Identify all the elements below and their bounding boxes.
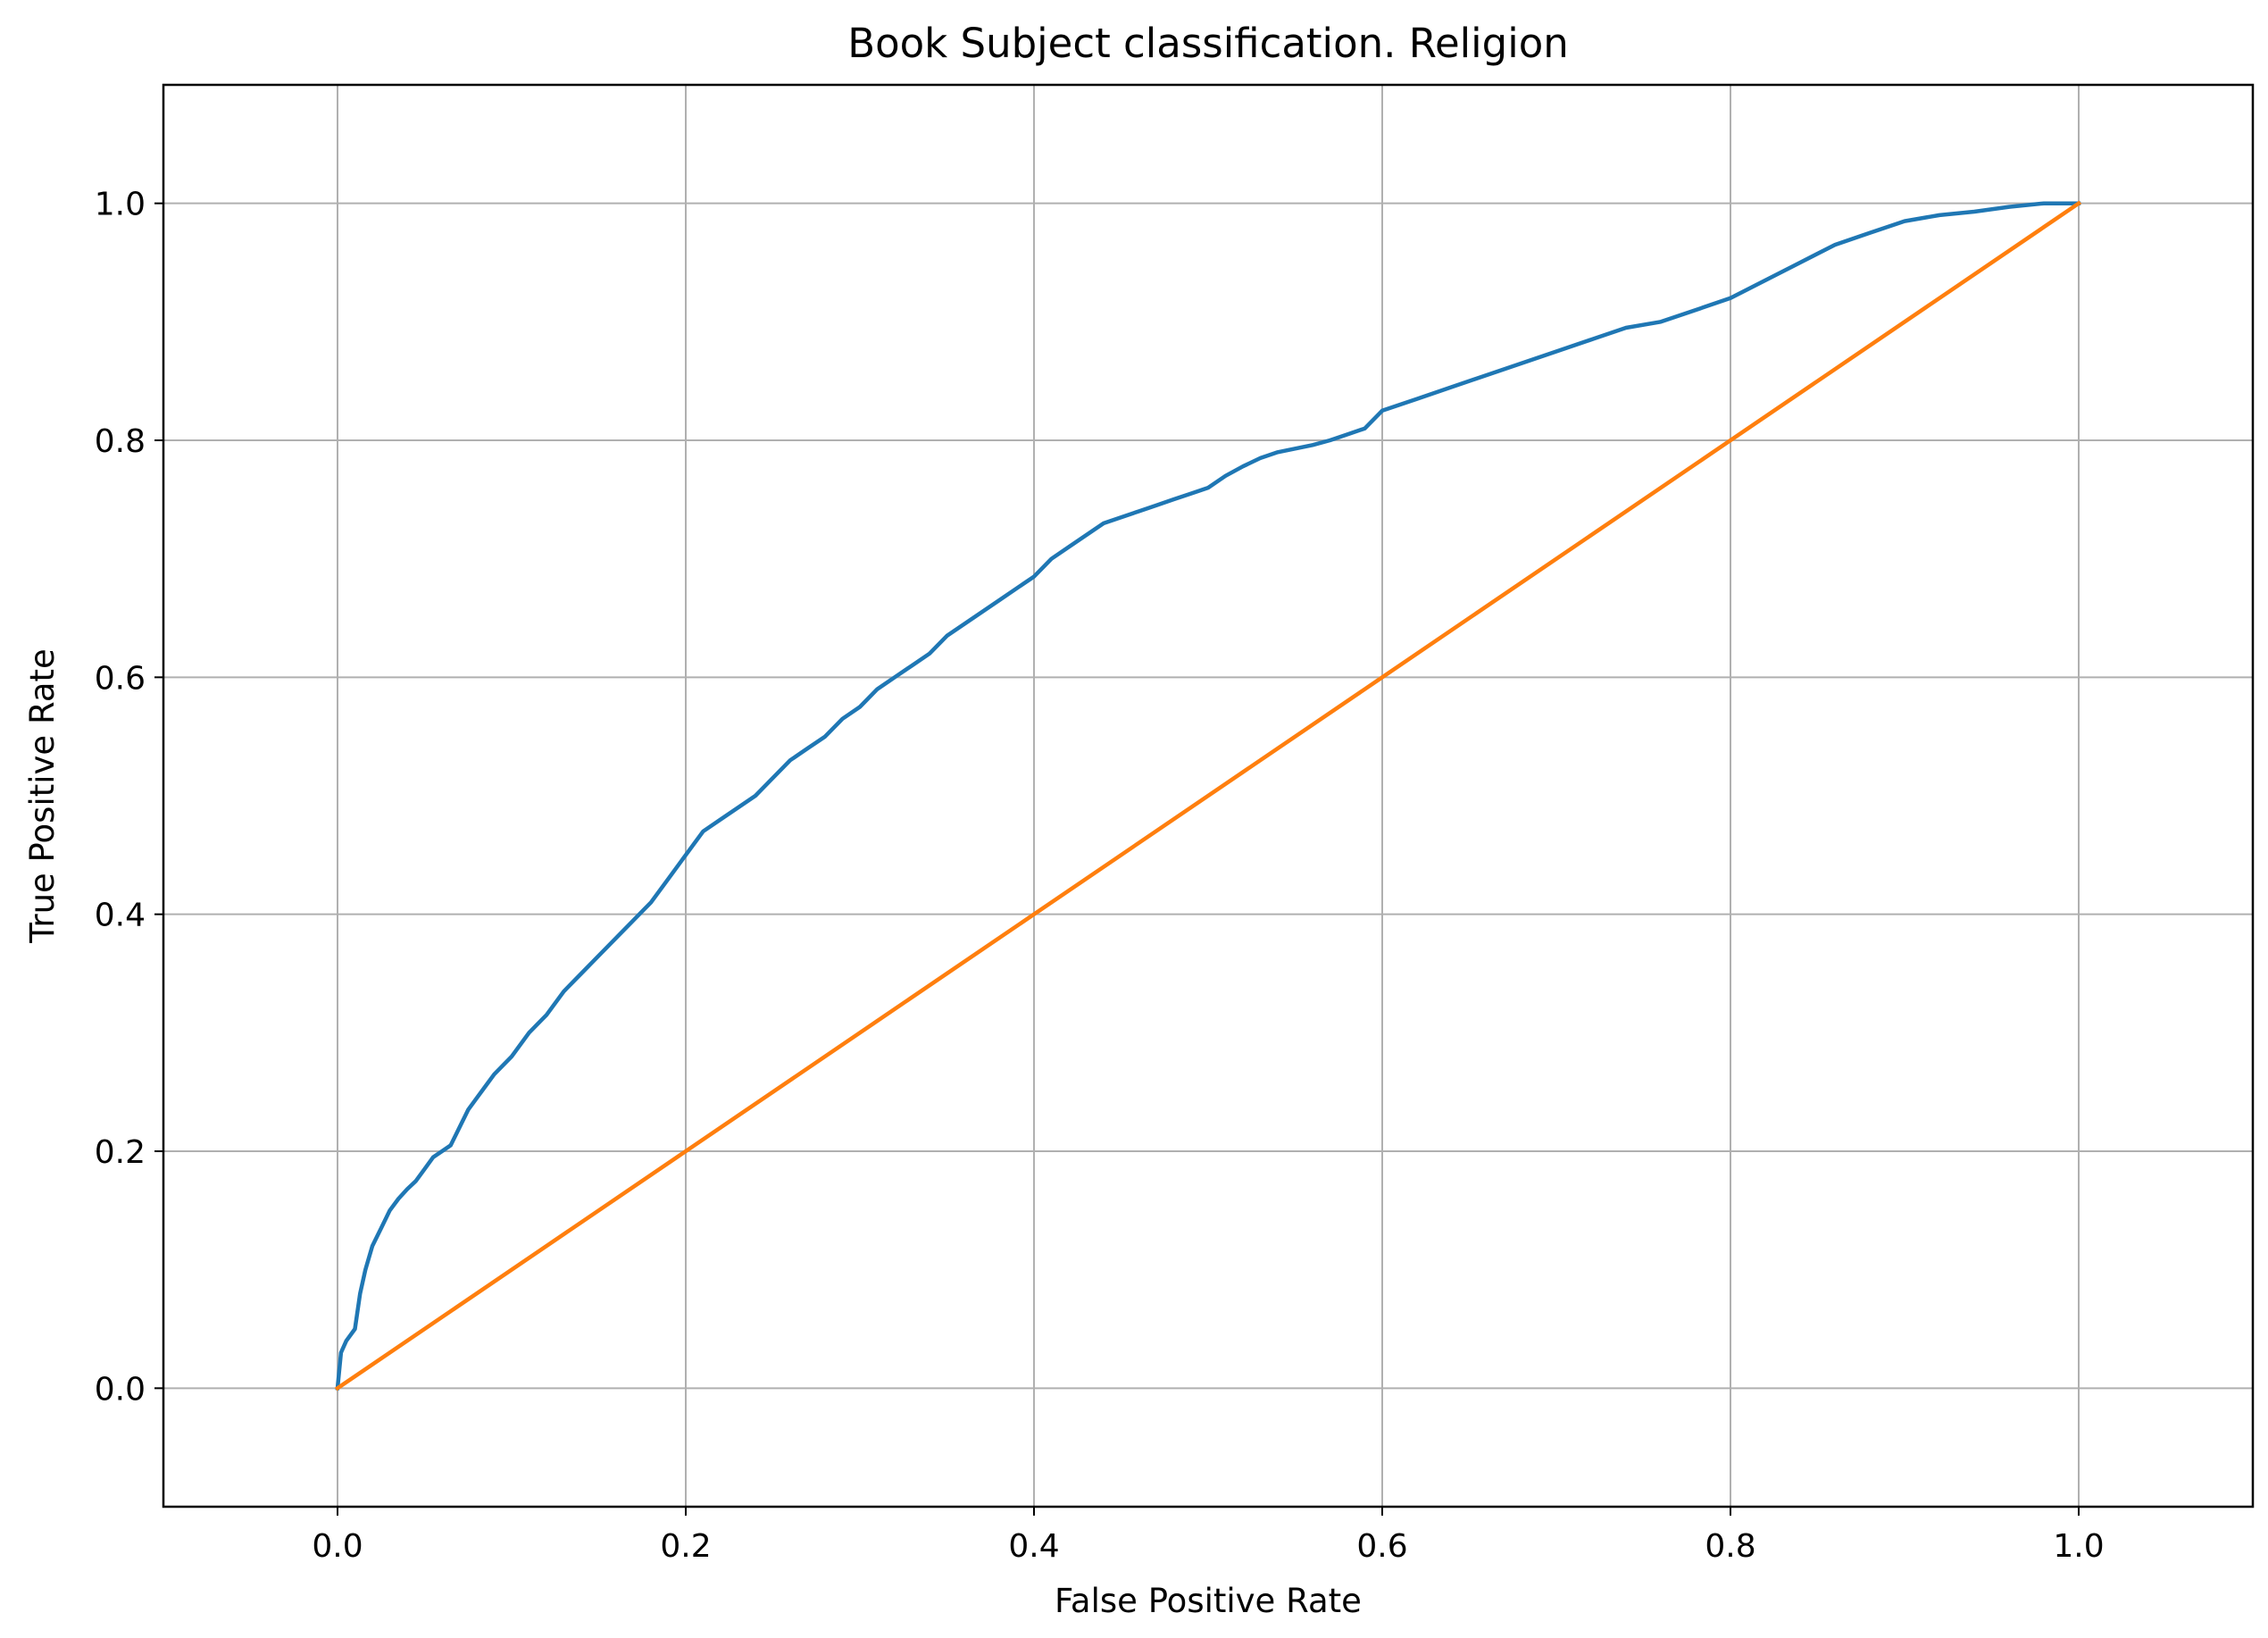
x-tick-label: 0.4 xyxy=(1008,1528,1059,1565)
x-tick-label: 0.0 xyxy=(312,1528,363,1565)
y-tick-label: 0.0 xyxy=(95,1371,146,1408)
y-axis: 0.0 0.2 0.4 0.6 0.8 1.0 xyxy=(95,187,163,1408)
x-axis-label: False Positive Rate xyxy=(1055,1582,1362,1620)
y-tick-label: 0.2 xyxy=(95,1134,146,1171)
y-tick-label: 0.4 xyxy=(95,898,146,934)
x-axis: 0.0 0.2 0.4 0.6 0.8 1.0 xyxy=(312,1507,2105,1565)
y-tick-label: 0.8 xyxy=(95,423,146,460)
x-tick-label: 1.0 xyxy=(2053,1528,2104,1565)
x-tick-label: 0.8 xyxy=(1705,1528,1755,1565)
axes-frame xyxy=(162,83,2255,1508)
series-line-0 xyxy=(335,201,2081,1391)
y-tick-label: 1.0 xyxy=(95,187,146,223)
series-line-1 xyxy=(334,200,2082,1391)
y-axis-label: True Positive Rate xyxy=(23,648,62,944)
x-tick-label: 0.6 xyxy=(1356,1528,1407,1565)
chart-title: Book Subject classification. Religion xyxy=(847,20,1569,67)
plot-area xyxy=(334,200,2082,1391)
x-tick-label: 0.2 xyxy=(660,1528,711,1565)
y-tick-label: 0.6 xyxy=(95,660,146,697)
grid xyxy=(163,85,2253,1507)
